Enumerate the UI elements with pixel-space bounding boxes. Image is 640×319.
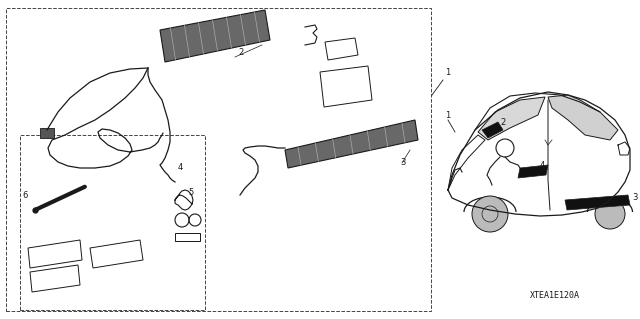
- Bar: [20, 135, 205, 310]
- Text: 5: 5: [188, 188, 193, 197]
- Text: 2: 2: [500, 118, 505, 127]
- Bar: [175, 233, 200, 241]
- Polygon shape: [518, 165, 548, 178]
- Text: 1: 1: [445, 111, 451, 120]
- Polygon shape: [482, 122, 503, 138]
- Text: 4: 4: [178, 163, 183, 172]
- Polygon shape: [285, 120, 418, 168]
- Text: 2: 2: [238, 48, 243, 57]
- Text: 6: 6: [22, 191, 28, 200]
- Polygon shape: [548, 95, 618, 140]
- Bar: [6, 8, 431, 311]
- Text: XTEA1E120A: XTEA1E120A: [530, 291, 580, 300]
- Text: 4: 4: [540, 161, 545, 170]
- Bar: [40, 128, 54, 138]
- Circle shape: [595, 199, 625, 229]
- Polygon shape: [160, 10, 270, 62]
- Text: 3: 3: [632, 193, 637, 202]
- Text: 3: 3: [400, 158, 405, 167]
- Polygon shape: [565, 195, 630, 210]
- Polygon shape: [478, 97, 545, 140]
- Text: 1: 1: [445, 68, 451, 77]
- Circle shape: [472, 196, 508, 232]
